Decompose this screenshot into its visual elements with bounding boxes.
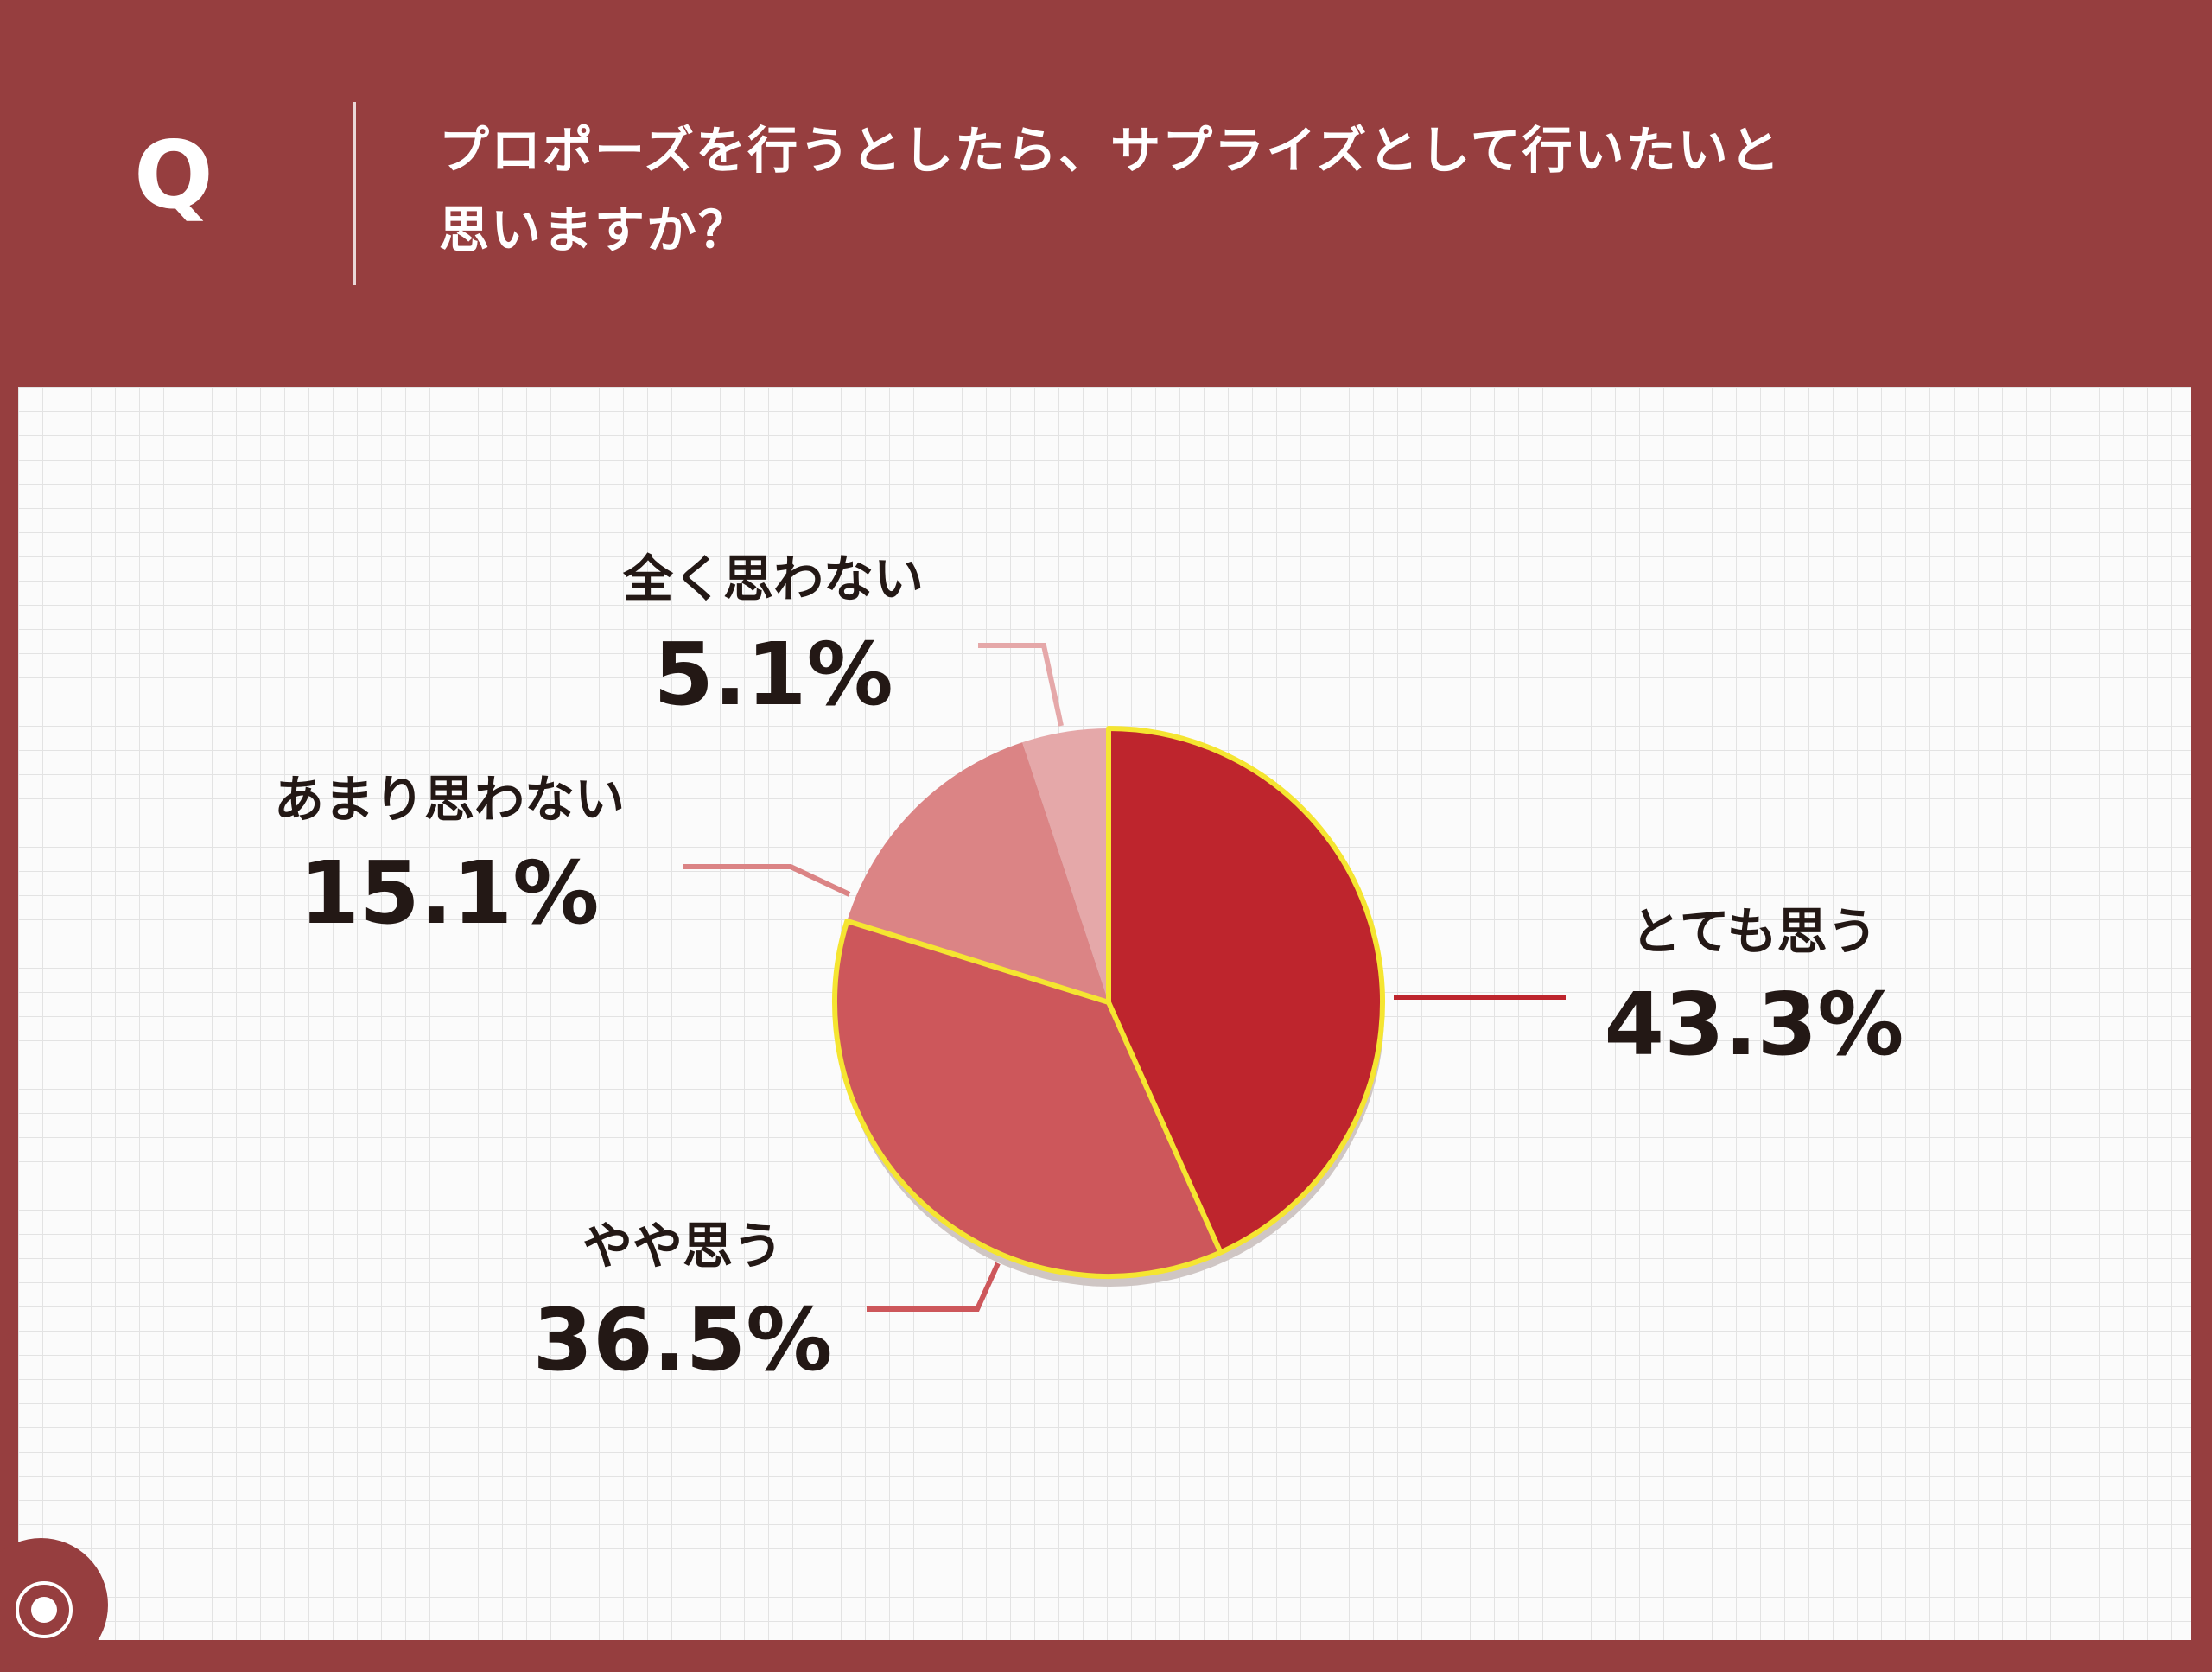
slice-value-very: 43.3% <box>1605 974 1904 1075</box>
leader-line-somewhat <box>867 1262 1001 1312</box>
slice-label-very: とても思う <box>1630 902 1877 961</box>
leader-line-not-at-all <box>978 643 1064 727</box>
slice-label-not-at-all: 全く思わない <box>622 550 924 608</box>
slice-value-not-much: 15.1% <box>300 842 600 944</box>
q-mark: Q <box>134 122 213 230</box>
brand-logo <box>0 1538 108 1672</box>
ring-couple-icon <box>16 1581 73 1638</box>
slice-label-not-much: あまり思わない <box>274 770 625 829</box>
pie-slice-not-at-all <box>1022 728 1109 1002</box>
leader-line-not-much <box>683 864 851 897</box>
slice-value-not-at-all: 5.1% <box>653 624 893 725</box>
question-line-2: 思いますか？ <box>439 200 751 259</box>
slice-value-somewhat: 36.5% <box>533 1289 833 1390</box>
pie-slice-not-much <box>847 742 1109 1002</box>
header: Q プロポーズを行うとしたら、サプライズとして行いたいと 思いますか？ <box>0 0 2212 387</box>
pie-slice-very <box>1109 728 1383 1253</box>
slice-label-somewhat: やや思う <box>582 1217 783 1275</box>
highlight-outline <box>832 726 1385 1279</box>
pie-slice-somewhat <box>834 920 1221 1277</box>
question-line-1: プロポーズを行うとしたら、サプライズとして行いたいと <box>439 121 1782 180</box>
header-divider <box>353 102 356 285</box>
highlight-divider-1 <box>1106 1001 1224 1254</box>
question-text: プロポーズを行うとしたら、サプライズとして行いたいと 思いますか？ <box>439 111 1994 270</box>
